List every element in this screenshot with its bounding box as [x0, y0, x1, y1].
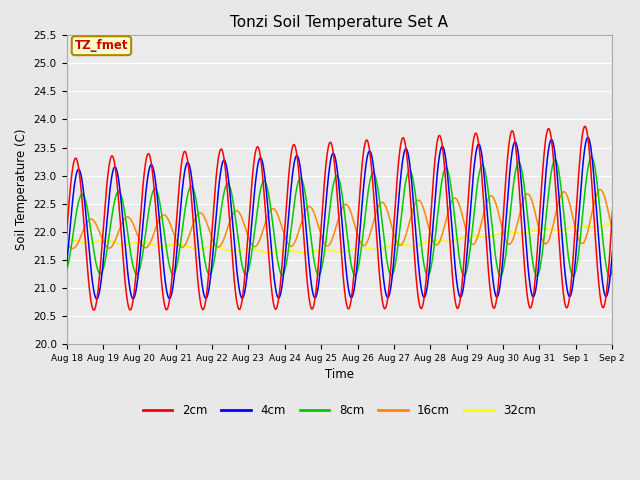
Line: 4cm: 4cm: [67, 135, 640, 299]
2cm: [63, 232, 70, 238]
16cm: [580, 238, 588, 244]
32cm: [580, 223, 588, 229]
2cm: [580, 124, 588, 130]
Text: TZ_fmet: TZ_fmet: [75, 39, 128, 52]
16cm: [63, 239, 70, 244]
8cm: [154, 190, 161, 196]
8cm: [580, 197, 588, 203]
X-axis label: Time: Time: [325, 368, 354, 381]
4cm: [63, 263, 70, 268]
16cm: [638, 195, 640, 201]
4cm: [154, 201, 162, 206]
32cm: [301, 250, 309, 256]
2cm: [332, 174, 340, 180]
32cm: [332, 249, 340, 254]
16cm: [154, 220, 162, 226]
4cm: [620, 132, 628, 138]
Line: 8cm: 8cm: [67, 155, 640, 276]
16cm: [332, 225, 340, 231]
32cm: [343, 248, 351, 254]
32cm: [154, 243, 161, 249]
16cm: [343, 202, 351, 207]
8cm: [495, 271, 502, 276]
8cm: [624, 152, 632, 157]
4cm: [580, 147, 588, 153]
8cm: [342, 226, 350, 232]
Title: Tonzi Soil Temperature Set A: Tonzi Soil Temperature Set A: [230, 15, 449, 30]
4cm: [638, 293, 640, 299]
8cm: [332, 174, 339, 180]
4cm: [495, 288, 503, 294]
Y-axis label: Soil Temperature (C): Soil Temperature (C): [15, 129, 28, 251]
16cm: [495, 213, 503, 219]
2cm: [495, 272, 503, 278]
16cm: [633, 185, 640, 191]
Line: 16cm: 16cm: [67, 188, 640, 249]
32cm: [63, 237, 70, 242]
2cm: [638, 298, 640, 303]
8cm: [637, 255, 640, 261]
2cm: [343, 302, 351, 308]
32cm: [495, 230, 503, 236]
4cm: [332, 157, 340, 163]
Legend: 2cm, 4cm, 8cm, 16cm, 32cm: 2cm, 4cm, 8cm, 16cm, 32cm: [138, 399, 541, 421]
4cm: [93, 296, 100, 302]
8cm: [63, 267, 70, 273]
16cm: [68, 246, 76, 252]
2cm: [154, 234, 162, 240]
Line: 2cm: 2cm: [67, 124, 640, 310]
2cm: [618, 121, 625, 127]
2cm: [90, 307, 98, 313]
4cm: [343, 273, 351, 278]
Line: 32cm: 32cm: [67, 222, 640, 253]
32cm: [637, 221, 640, 227]
